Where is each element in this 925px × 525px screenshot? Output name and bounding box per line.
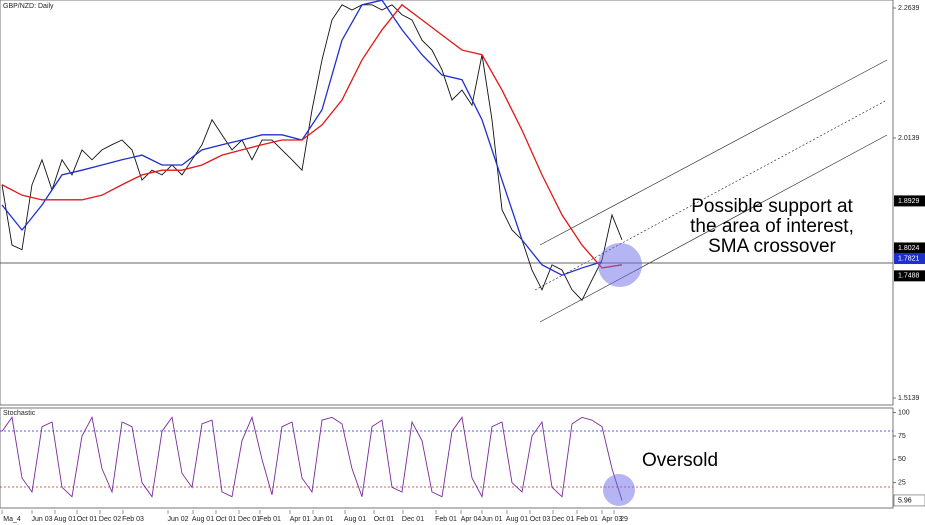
y-tick-label: 100 — [898, 410, 910, 417]
x-tick-label: Feb 01 — [259, 516, 281, 523]
price-tag — [894, 242, 925, 254]
x-tick-label: Oct 01 — [77, 516, 98, 523]
highlight-circle — [598, 243, 642, 287]
annotation: the area of interest, — [690, 216, 854, 237]
price-tag-label: 1.8024 — [898, 245, 920, 252]
x-tick-label: Aug 01 — [192, 516, 214, 523]
price-tag — [894, 270, 925, 282]
price-tag — [893, 494, 925, 507]
x-tick-label: Aug 01 — [506, 516, 528, 523]
highlight-circle — [603, 474, 635, 506]
x-tick-label: Oct 01 — [374, 516, 395, 523]
y-tick-label: 2.2639 — [898, 5, 920, 12]
chart-title: GBP/NZD: Daily — [3, 3, 54, 10]
series-line — [1, 4, 623, 301]
x-tick-label: Feb 01 — [576, 516, 598, 523]
x-tick-label: Oct 03 — [530, 516, 551, 523]
series-line — [1, 3, 623, 269]
x-tick-label: Apr 04 — [461, 516, 482, 523]
x-tick-label: Dec 01 — [238, 516, 260, 523]
x-tick-label: Oct 01 — [216, 516, 237, 523]
stochastic-panel — [0, 407, 894, 509]
y-tick-label: 75 — [898, 433, 906, 440]
x-tick-label: Dec 01 — [402, 516, 424, 523]
annotation: Oversold — [642, 450, 718, 471]
price-tag-label: 1.7821 — [898, 255, 920, 262]
x-tick-label: Feb 01 — [435, 516, 457, 523]
x-tick-label: Jun 02 — [167, 516, 188, 523]
panel-title: Stochastic — [3, 410, 36, 417]
price-tag-label: 5.96 — [898, 497, 912, 504]
x-tick-label: Aug 01 — [344, 516, 366, 523]
channel-mid — [534, 99, 888, 291]
x-tick-label: Feb 03 — [122, 516, 144, 523]
y-tick-label: 1.5139 — [898, 395, 920, 402]
x-tick-label: Apr 01 — [290, 516, 311, 523]
annotation: Possible support at — [691, 196, 853, 217]
price-tag-label: 1.7488 — [898, 273, 920, 280]
x-tick-label: Apr 03 — [602, 516, 623, 523]
main-panel — [0, 0, 894, 406]
x-tick-label: Jun 01 — [481, 516, 502, 523]
price-tag-label: 1.8929 — [898, 198, 920, 205]
price-tag — [894, 253, 925, 265]
annotation: SMA crossover — [708, 236, 836, 257]
y-tick-label: 50 — [898, 456, 906, 463]
time-axis — [0, 509, 925, 525]
y-tick-label: 25 — [898, 480, 906, 487]
x-tick-label: Dec 01 — [552, 516, 574, 523]
x-tick-label: Aug 01 — [54, 516, 76, 523]
channel-line — [539, 134, 888, 323]
x-tick-label: 29 — [620, 516, 628, 523]
x-tick-label: Dec 02 — [99, 516, 121, 523]
series-line — [1, 415, 623, 501]
x-tick-label: Ma_4 — [3, 516, 21, 523]
y-tick-label: 2.0139 — [898, 135, 920, 142]
x-tick-label: Jun 03 — [31, 516, 52, 523]
price-tag — [894, 195, 925, 207]
x-tick-label: Jun 01 — [312, 516, 333, 523]
channel-line — [539, 59, 888, 246]
